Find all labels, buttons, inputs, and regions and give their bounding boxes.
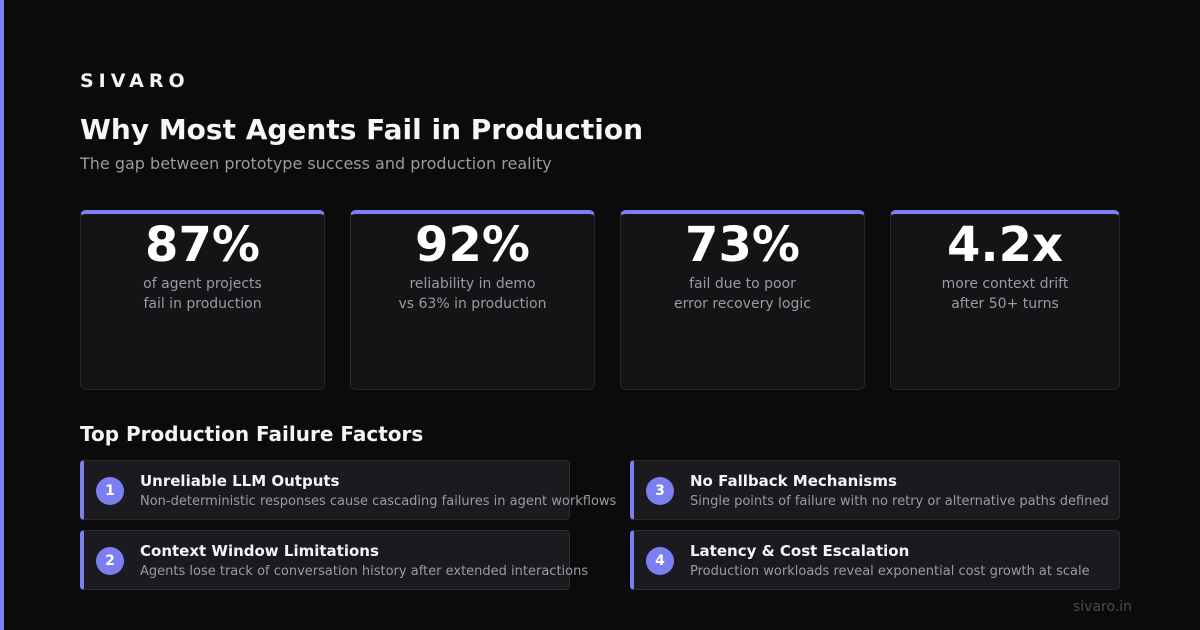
factor-title: Context Window Limitations [140,542,379,560]
stat-value: 87% [145,217,260,273]
factor-description: Non-deterministic responses cause cascad… [140,494,617,509]
factor-title: Unreliable LLM Outputs [140,472,340,490]
stat-card-context-drift: 4.2x more context drift after 50+ turns [890,210,1120,390]
stat-card-reliability: 92% reliability in demo vs 63% in produc… [350,210,595,390]
section-title: Top Production Failure Factors [80,422,424,446]
stat-label-line: of agent projects [143,276,262,292]
stat-label-line: after 50+ turns [951,296,1059,312]
factor-number-badge: 1 [96,477,124,505]
stat-label-line: error recovery logic [674,296,811,312]
factor-card-context-window: 2 Context Window Limitations Agents lose… [80,530,588,590]
factor-title: No Fallback Mechanisms [690,472,897,490]
stat-value: 92% [415,217,530,273]
stat-label: reliability in demo vs 63% in production [351,274,594,314]
factor-description: Production workloads reveal exponential … [690,564,1090,579]
stats-row: 87% of agent projects fail in production… [80,210,1120,390]
factor-card-no-fallback: 3 No Fallback Mechanisms Single points o… [630,460,1120,520]
stat-card-error-recovery: 73% fail due to poor error recovery logi… [620,210,865,390]
stat-label-line: fail due to poor [689,276,796,292]
page-subtitle: The gap between prototype success and pr… [80,154,552,173]
stat-card-project-failure: 87% of agent projects fail in production [80,210,325,390]
factor-card-unreliable-outputs: 1 Unreliable LLM Outputs Non-determinist… [80,460,616,520]
factor-number-badge: 4 [646,547,674,575]
factor-number-badge: 2 [96,547,124,575]
factor-description: Agents lose track of conversation histor… [140,564,589,579]
factor-description: Single points of failure with no retry o… [690,494,1109,509]
stat-label-line: more context drift [941,276,1069,292]
left-accent-bar [0,0,4,630]
factor-number-badge: 3 [646,477,674,505]
page-title: Why Most Agents Fail in Production [80,113,644,146]
footer-url: sivaro.in [1073,599,1133,615]
stat-label: of agent projects fail in production [81,274,324,314]
stat-value: 73% [685,217,800,273]
brand-logo-text: SIVARO [80,70,190,92]
stat-label-line: fail in production [143,296,262,312]
stat-label-line: vs 63% in production [398,296,547,312]
stat-value: 4.2x [947,217,1063,273]
stat-label: more context drift after 50+ turns [891,274,1119,314]
factor-card-latency-cost: 4 Latency & Cost Escalation Production w… [630,530,1120,590]
stat-label: fail due to poor error recovery logic [621,274,864,314]
factor-title: Latency & Cost Escalation [690,542,910,560]
stat-label-line: reliability in demo [409,276,536,292]
